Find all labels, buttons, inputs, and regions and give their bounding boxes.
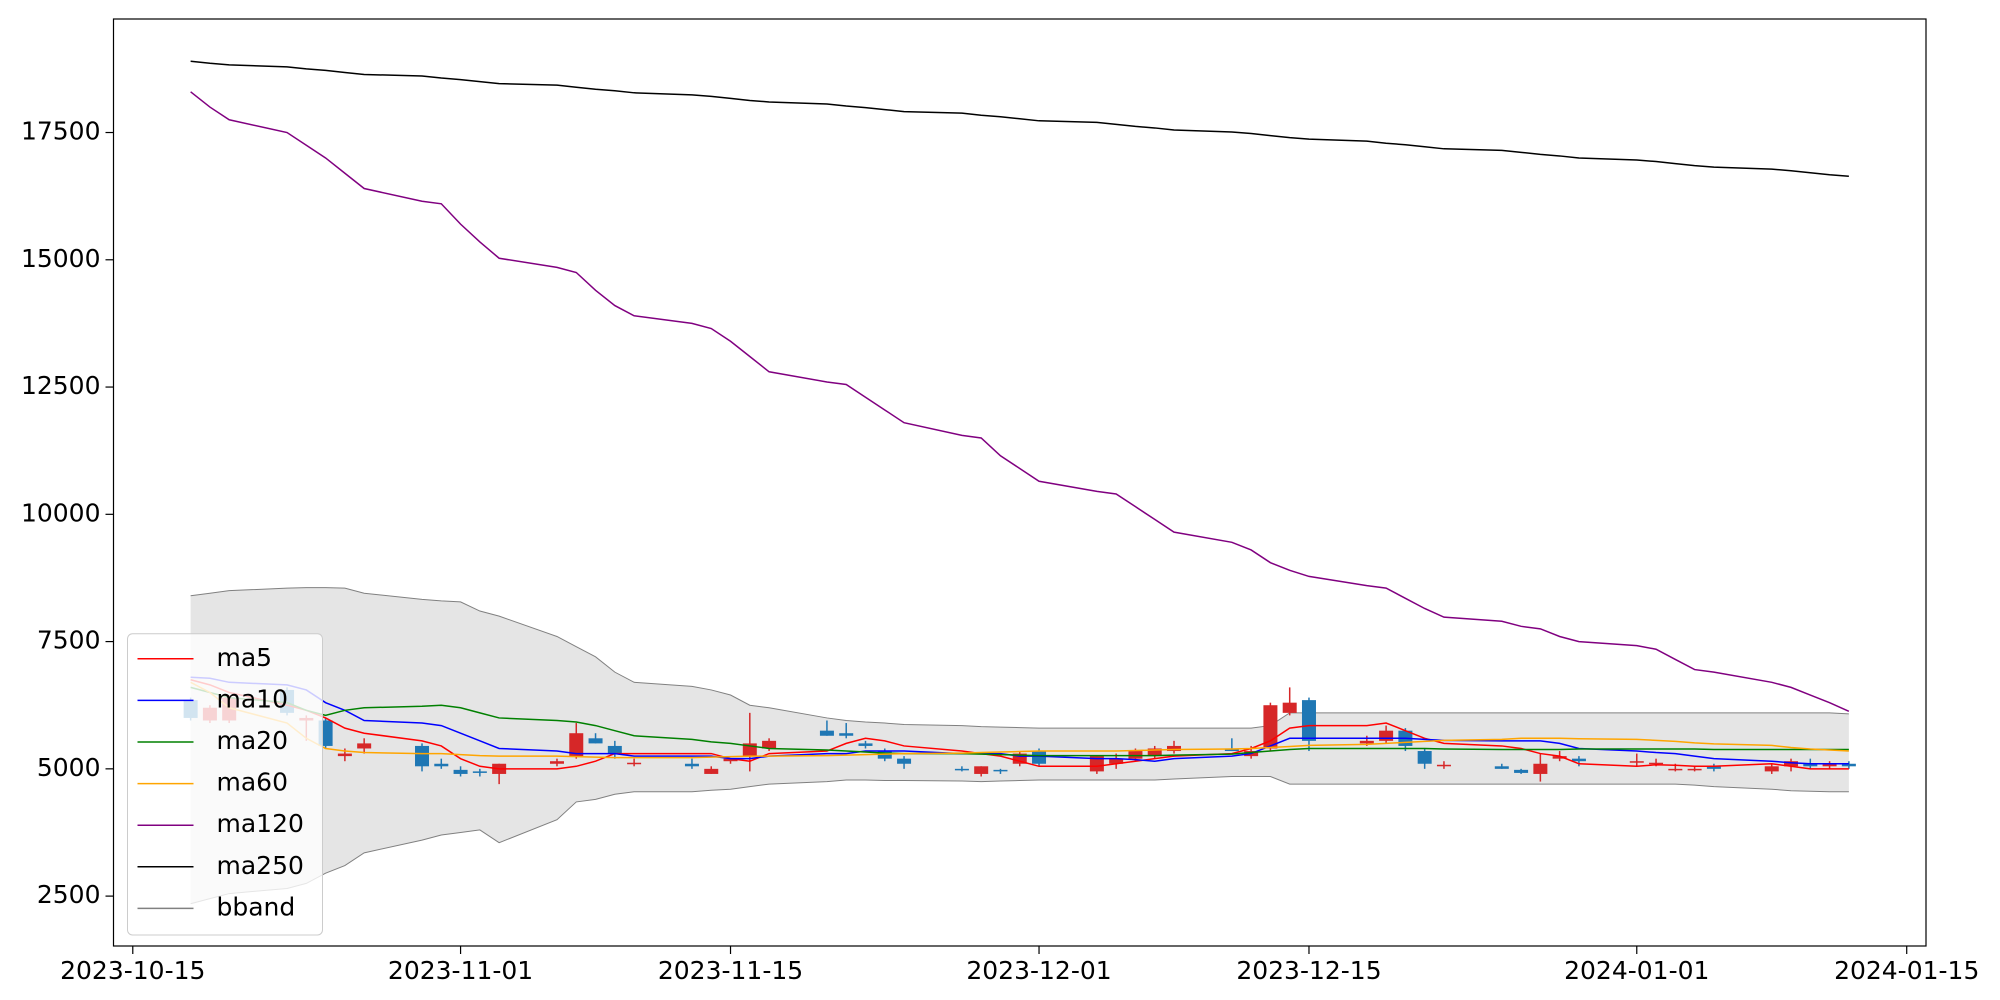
legend-label: ma5: [217, 643, 273, 672]
axes-frame: [112, 18, 1927, 947]
ma-line: [190, 686, 1849, 757]
candle-body: [1282, 702, 1297, 713]
y-tick-label: 12500: [21, 371, 101, 400]
x-tick-label: 2023-11-15: [658, 956, 803, 985]
candle-body: [1012, 753, 1027, 764]
candle-body: [1359, 740, 1374, 744]
x-tick-label: 2023-12-15: [1236, 956, 1381, 985]
candle-body: [607, 745, 622, 754]
legend-label: ma20: [217, 726, 288, 755]
candle-body: [434, 763, 449, 767]
candle-body: [549, 761, 564, 764]
y-tick-label: 17500: [21, 117, 101, 146]
candle-body: [839, 733, 854, 736]
candle-body: [897, 758, 912, 764]
legend-label: ma10: [217, 684, 288, 713]
legend-label: bband: [217, 892, 296, 921]
candle-body: [1224, 748, 1239, 752]
x-tick-label: 2024-01-01: [1564, 956, 1709, 985]
legend: ma5 ma10 ma20 ma60 ma120 ma250 bband: [127, 633, 323, 936]
candle-body: [337, 753, 352, 757]
candle-body: [357, 743, 372, 749]
legend-label: ma120: [217, 809, 304, 838]
candle-body: [1167, 745, 1182, 752]
candle-body: [1571, 758, 1586, 762]
candle-body: [1301, 700, 1316, 741]
candle-body: [1514, 769, 1529, 773]
candle-body: [1649, 762, 1664, 765]
legend-frame: [127, 633, 323, 936]
candle-body: [1128, 751, 1143, 759]
y-tick-label: 7500: [37, 626, 101, 655]
candle-body: [472, 771, 487, 773]
y-tick-label: 5000: [37, 753, 101, 782]
candle-body: [1784, 761, 1799, 767]
candle-body: [1803, 763, 1818, 767]
candle-body: [684, 763, 699, 767]
candle-body: [1417, 751, 1432, 764]
candle-body: [627, 762, 642, 765]
candle-body: [1533, 763, 1548, 774]
candle-body: [1494, 766, 1509, 769]
candle-body: [1436, 764, 1451, 767]
candle-body: [1552, 756, 1567, 759]
axes: 2500 5000 7500 10000 12500 15000 17500 2023-10-…: [21, 18, 1979, 985]
x-tick-label: 2023-12-01: [966, 956, 1111, 985]
candle-body: [1822, 763, 1837, 767]
bband-lower: [190, 775, 1849, 905]
candle-body: [1629, 761, 1644, 763]
ma-line: [190, 676, 1849, 765]
candle-body: [569, 733, 584, 757]
x-tick-label: 2023-10-15: [60, 956, 205, 985]
legend-label: ma250: [217, 851, 304, 880]
candle-body: [819, 730, 834, 736]
candle-body: [1706, 766, 1721, 769]
legend-label: ma60: [217, 768, 288, 797]
candle-body: [1668, 768, 1683, 771]
y-tick-label: 10000: [21, 498, 101, 527]
candle-body: [762, 740, 777, 749]
bband-upper: [190, 587, 1849, 729]
x-tick-label: 2023-11-01: [388, 956, 533, 985]
ma-line: [190, 679, 1849, 770]
candle-body: [954, 768, 969, 771]
ma-line: [190, 60, 1849, 178]
candle-body: [1089, 756, 1104, 772]
candle-body: [704, 768, 719, 774]
candle-body: [453, 769, 468, 774]
candle-body: [858, 743, 873, 746]
candle-body: [415, 745, 430, 767]
candle-body: [723, 758, 738, 762]
candle-body: [1687, 768, 1702, 771]
candle-body: [1379, 730, 1394, 741]
candle-body: [1841, 763, 1856, 767]
y-tick-label: 15000: [21, 244, 101, 273]
candle-body: [588, 738, 603, 744]
candle-body: [877, 751, 892, 759]
candle-body: [1109, 758, 1124, 764]
x-tick-label: 2024-01-15: [1834, 956, 1979, 985]
candle-body: [1147, 748, 1162, 757]
candle-body: [974, 766, 989, 774]
ma-line: [190, 91, 1850, 713]
candle-body: [993, 769, 1008, 772]
bband-fill: [190, 587, 1849, 904]
candle-body: [1764, 766, 1779, 772]
ma-line: [190, 681, 1849, 759]
y-tick-label: 2500: [37, 880, 101, 909]
candle-body: [1032, 751, 1047, 764]
